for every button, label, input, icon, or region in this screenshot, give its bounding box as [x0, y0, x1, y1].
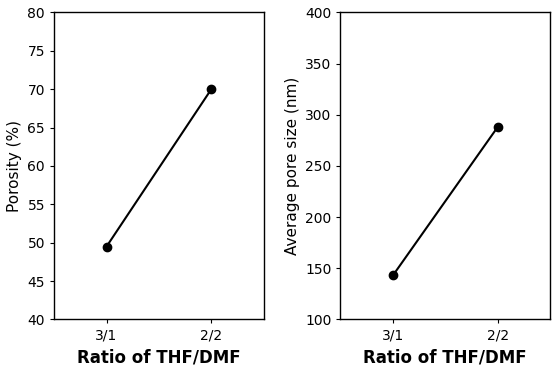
X-axis label: Ratio of THF/DMF: Ratio of THF/DMF: [77, 348, 241, 366]
Y-axis label: Porosity (%): Porosity (%): [7, 120, 22, 212]
X-axis label: Ratio of THF/DMF: Ratio of THF/DMF: [364, 348, 527, 366]
Y-axis label: Average pore size (nm): Average pore size (nm): [285, 77, 300, 255]
